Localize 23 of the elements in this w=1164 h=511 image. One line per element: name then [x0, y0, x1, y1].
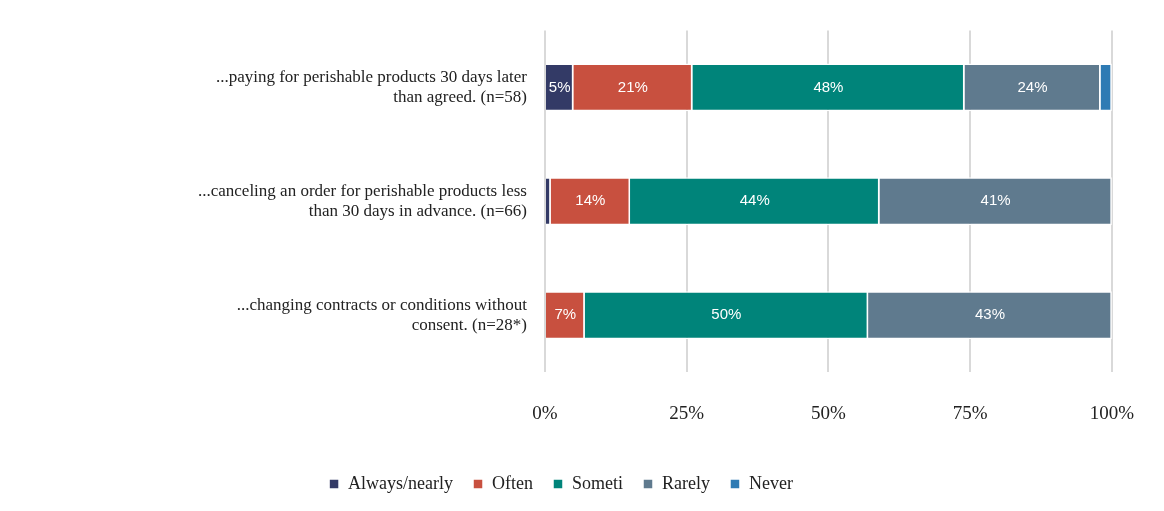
- data-label: 24%: [1017, 77, 1048, 95]
- x-tick-label: 75%: [952, 401, 988, 423]
- data-label: 5%: [548, 77, 571, 95]
- legend-label: Always/nearly: [348, 472, 454, 493]
- y-tick-label: ...changing contracts or conditions without consent. (n=28*): [236, 294, 528, 334]
- legend-label: Rarely: [662, 472, 710, 493]
- legend-label: Someti: [572, 472, 624, 493]
- data-label: 48%: [813, 77, 844, 95]
- data-label: 14%: [575, 191, 606, 209]
- x-tick-label: 100%: [1089, 401, 1135, 423]
- data-label: 43%: [974, 305, 1005, 323]
- x-tick-label: 50%: [811, 401, 846, 423]
- legend-label: Often: [492, 472, 533, 493]
- data-label: 44%: [739, 191, 770, 209]
- legend-label: Never: [748, 472, 793, 493]
- data-label: 41%: [980, 191, 1011, 209]
- y-tick-label: ...canceling an order for perishable products less than 30 days in advance. (n=66): [197, 180, 527, 220]
- data-label: 7%: [554, 305, 577, 323]
- y-tick-label: ...paying for perishable products 30 days later than agreed. (n=58): [215, 66, 528, 107]
- data-label: 50%: [711, 305, 742, 323]
- data-label: 21%: [617, 77, 648, 95]
- x-tick-label: 25%: [669, 401, 705, 423]
- x-tick-label: 0%: [532, 401, 558, 423]
